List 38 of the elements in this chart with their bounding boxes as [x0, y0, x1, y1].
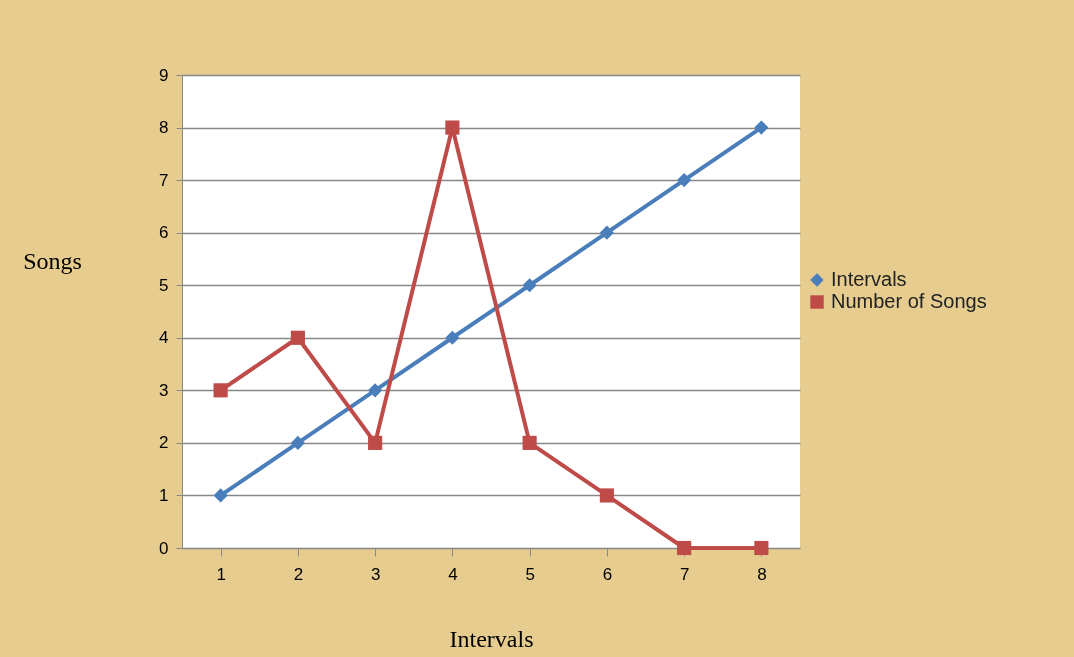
point: [599, 488, 614, 503]
point: [368, 383, 383, 398]
y-tick-label: 2: [159, 433, 169, 453]
legend-label: Intervals: [831, 268, 907, 290]
y-tick-label: 3: [159, 380, 169, 400]
point: [599, 225, 614, 240]
legend-label: Number of Songs: [831, 290, 987, 312]
x-tick-label: 5: [525, 564, 535, 584]
point: [213, 488, 228, 503]
y-tick-label: 5: [159, 275, 169, 295]
point: [522, 435, 537, 450]
x-axis-title: Intervals: [449, 625, 534, 652]
x-tick-label: 6: [602, 564, 613, 584]
point: [677, 540, 692, 556]
y-axis-title: Songs: [23, 247, 82, 274]
y-tick-label: 8: [159, 118, 169, 138]
y-tick-label: 6: [159, 223, 169, 243]
point: [522, 278, 537, 293]
y-tick-label: 7: [159, 170, 169, 190]
x-tick-label: 8: [757, 564, 767, 584]
point: [445, 120, 460, 135]
y-tick-label: 0: [159, 538, 169, 558]
point: [290, 435, 305, 450]
point: [213, 383, 228, 398]
point: [754, 120, 769, 135]
y-tick-label: 1: [159, 485, 169, 505]
x-tick-label: 7: [679, 564, 690, 584]
x-tick-label: 3: [370, 564, 381, 584]
x-tick-label: 2: [293, 564, 304, 584]
point: [368, 435, 383, 450]
point: [754, 540, 769, 556]
point: [290, 330, 305, 345]
y-tick-label: 4: [159, 328, 169, 348]
point: [445, 330, 460, 345]
y-tick-label: 9: [159, 65, 169, 85]
point: [677, 173, 692, 188]
x-tick-label: 4: [448, 564, 458, 584]
x-tick-label: 1: [216, 564, 226, 584]
